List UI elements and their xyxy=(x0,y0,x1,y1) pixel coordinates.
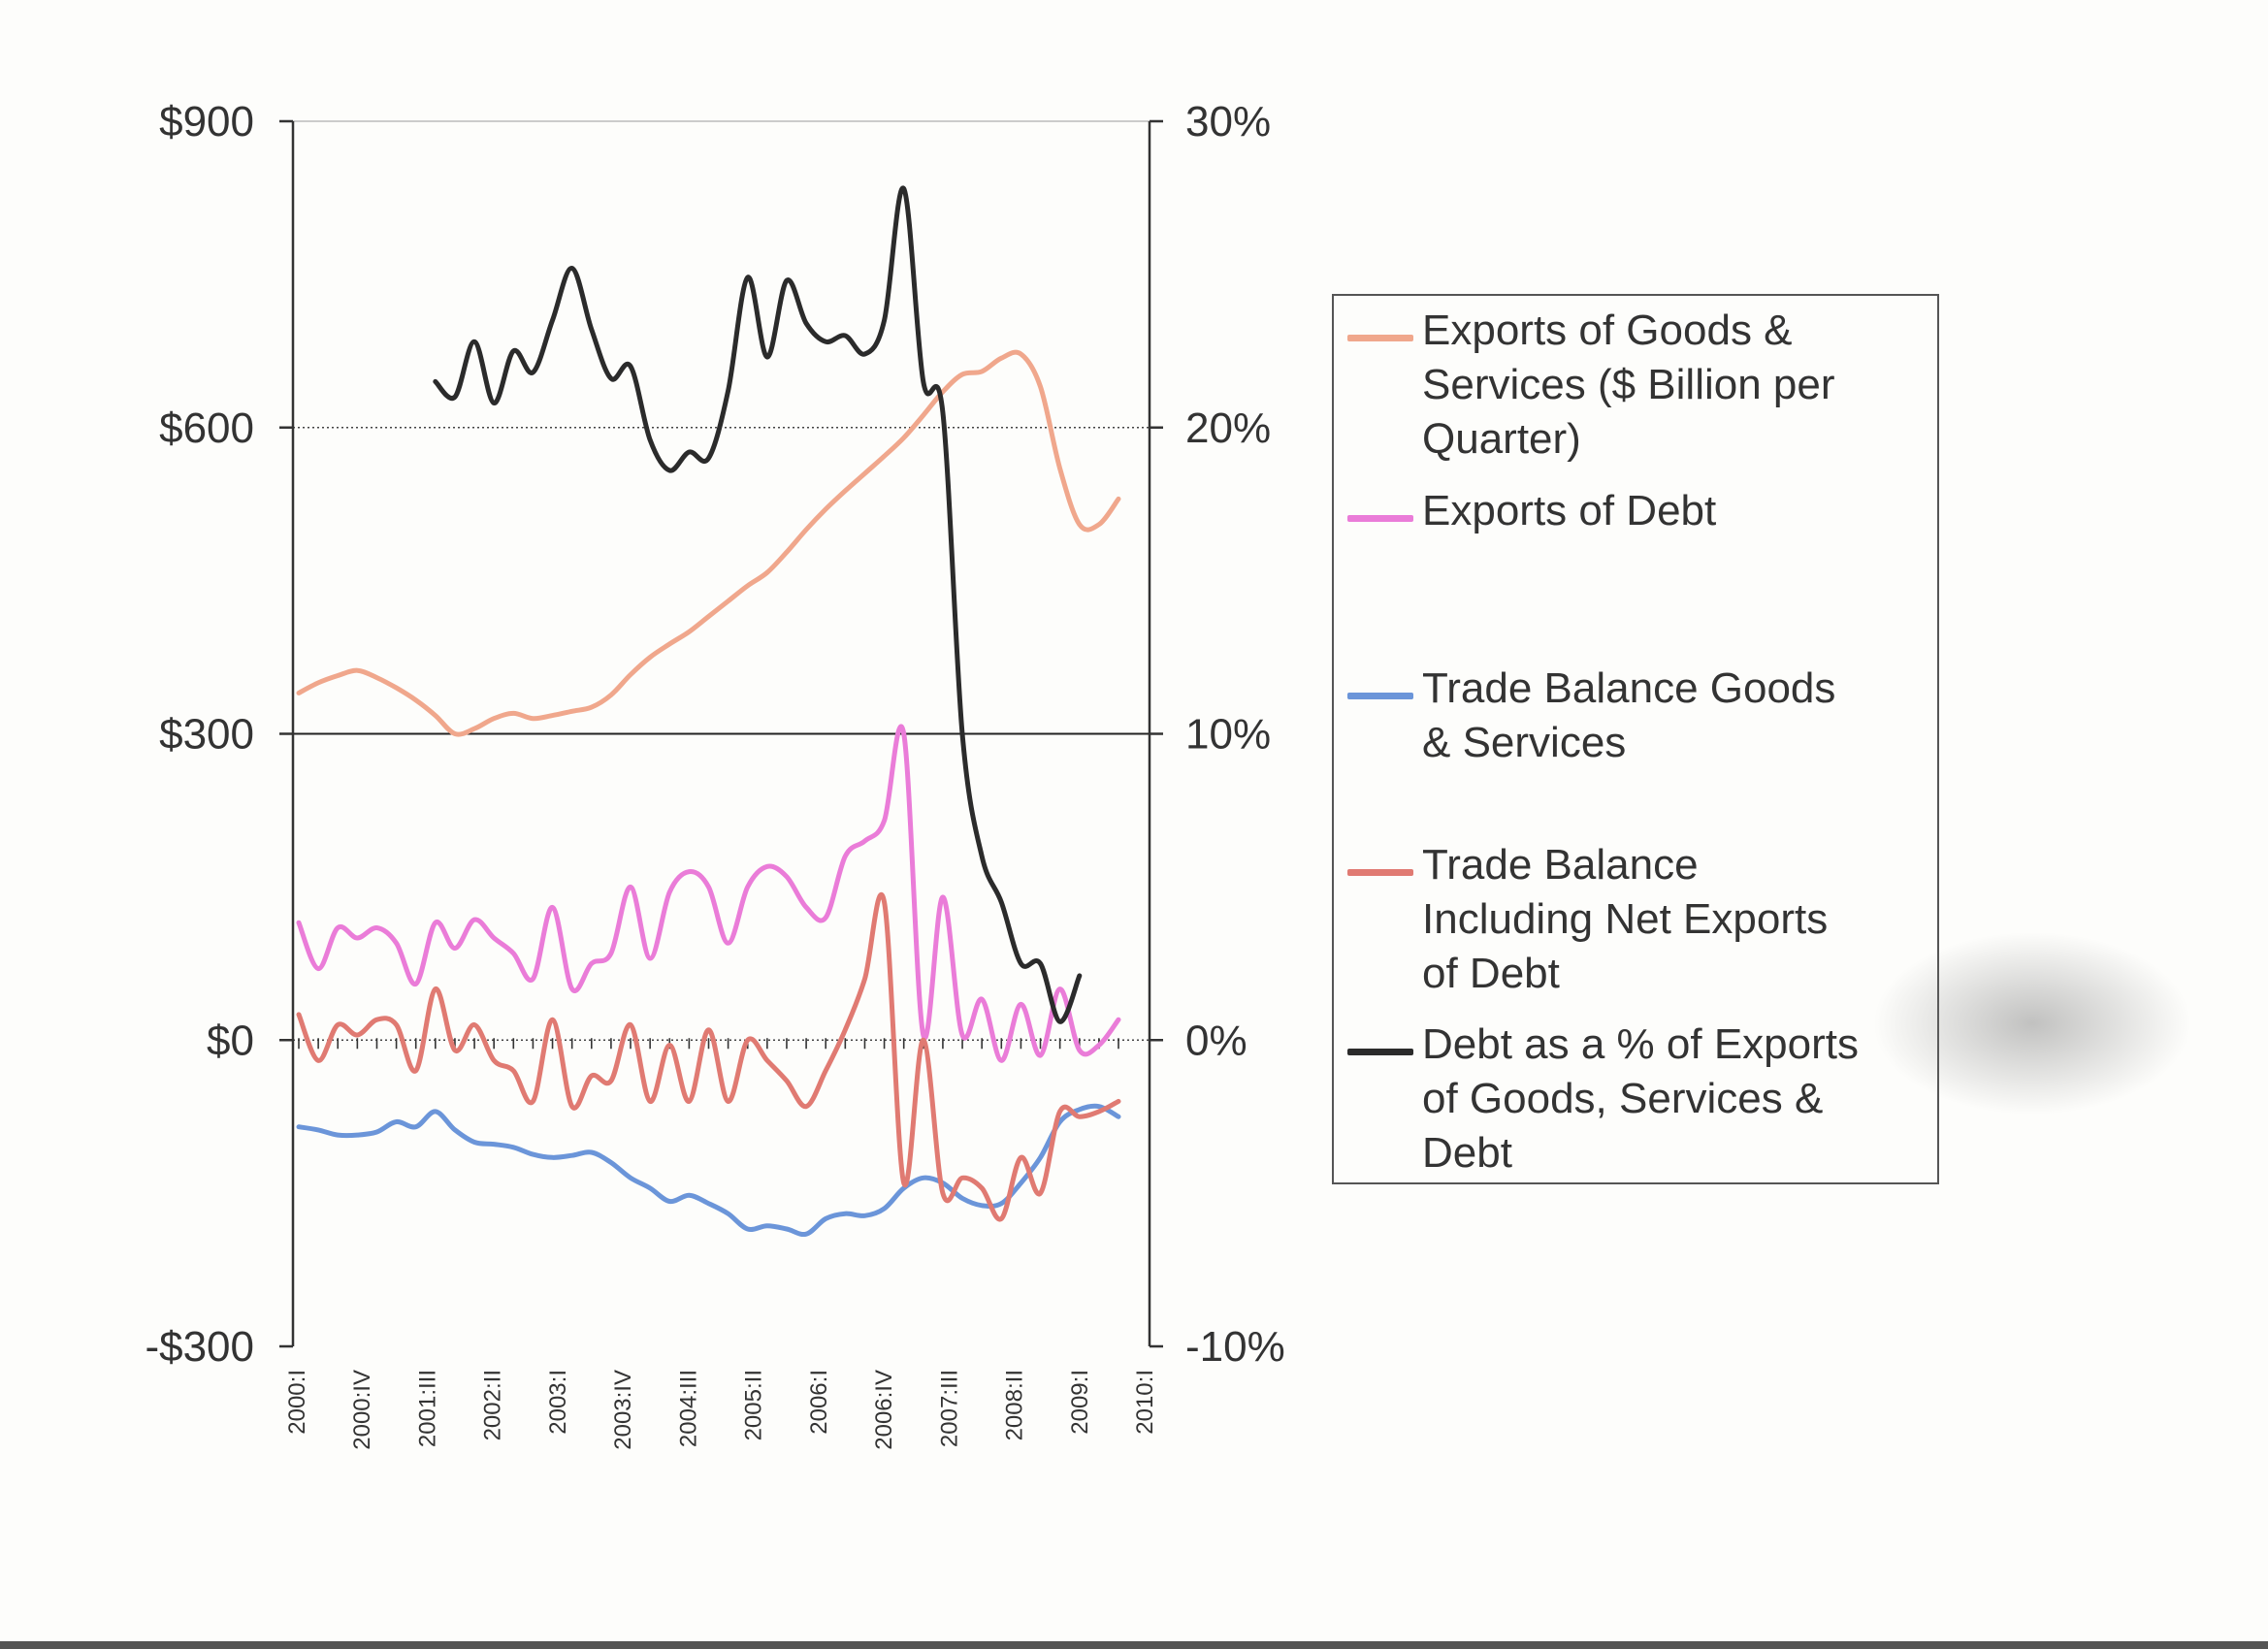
y-tick-label: -$300 xyxy=(145,1323,254,1371)
series-debt-pct-exports xyxy=(433,185,1083,1024)
x-tick-label: 2010:I xyxy=(1132,1370,1158,1435)
x-tick-label: 2006:IV xyxy=(871,1370,897,1450)
x-tick-label: 2002:II xyxy=(480,1370,506,1440)
y2-tick-label: 10% xyxy=(1185,711,1271,759)
y2-tick-label: 30% xyxy=(1185,98,1271,146)
series-trade-balance-incl-debt xyxy=(296,891,1121,1222)
x-tick-label: 2003:IV xyxy=(610,1370,636,1450)
legend: Exports of Goods & Services ($ Billion p… xyxy=(1332,294,1939,1184)
x-tick-label: 2006:I xyxy=(806,1370,832,1435)
legend-label: Debt as a % of Exports of Goods, Service… xyxy=(1422,1020,1859,1177)
x-tick-labels: 2000:I 2000:IV 2001:III 2002:II 2003:I 2003:I… xyxy=(284,1370,1158,1450)
grid xyxy=(293,120,1150,1042)
x-tick-label: 2001:III xyxy=(414,1370,440,1447)
x-tick-label: 2007:III xyxy=(936,1370,962,1447)
legend-label: Exports of Goods & Services ($ Billion p… xyxy=(1422,307,1835,463)
legend-swatch xyxy=(1347,515,1413,522)
x-tick-label: 2008:II xyxy=(1002,1370,1028,1440)
x-tick-label: 2004:III xyxy=(675,1370,701,1447)
y-tick-label: $600 xyxy=(159,404,254,452)
y-tick-label: $900 xyxy=(159,98,254,146)
series-exports-goods-services xyxy=(296,349,1121,737)
axes xyxy=(279,119,1163,1348)
series-trade-balance-goods-services xyxy=(296,1103,1121,1238)
legend-label: Exports of Debt xyxy=(1422,487,1717,534)
y2-tick-label: 20% xyxy=(1185,404,1271,452)
legend-swatch xyxy=(1347,1049,1413,1055)
series-exports-of-debt xyxy=(296,724,1121,1063)
x-tick-label: 2000:I xyxy=(284,1370,310,1435)
x-tick-label: 2000:IV xyxy=(349,1370,375,1450)
y-tick-label: $0 xyxy=(207,1017,254,1064)
x-tick-label: 2005:II xyxy=(741,1370,767,1440)
y2-tick-label: -10% xyxy=(1185,1323,1285,1371)
legend-label: Trade Balance Goods & Services xyxy=(1422,664,1836,766)
left-y-tick-labels: $900 $600 $300 $0 -$300 xyxy=(145,98,254,1371)
y2-tick-label: 0% xyxy=(1185,1017,1247,1064)
x-tick-label: 2003:I xyxy=(545,1370,571,1435)
y-tick-label: $300 xyxy=(159,711,254,759)
x-tick-label: 2009:I xyxy=(1067,1370,1093,1435)
legend-label: Trade Balance Including Net Exports of D… xyxy=(1422,841,1829,997)
legend-swatch xyxy=(1347,869,1413,876)
legend-swatch xyxy=(1347,335,1413,341)
legend-swatch xyxy=(1347,693,1413,699)
scan-edge xyxy=(0,1641,2268,1649)
right-y-tick-labels: 30% 20% 10% 0% -10% xyxy=(1185,98,1285,1371)
series xyxy=(296,185,1121,1238)
